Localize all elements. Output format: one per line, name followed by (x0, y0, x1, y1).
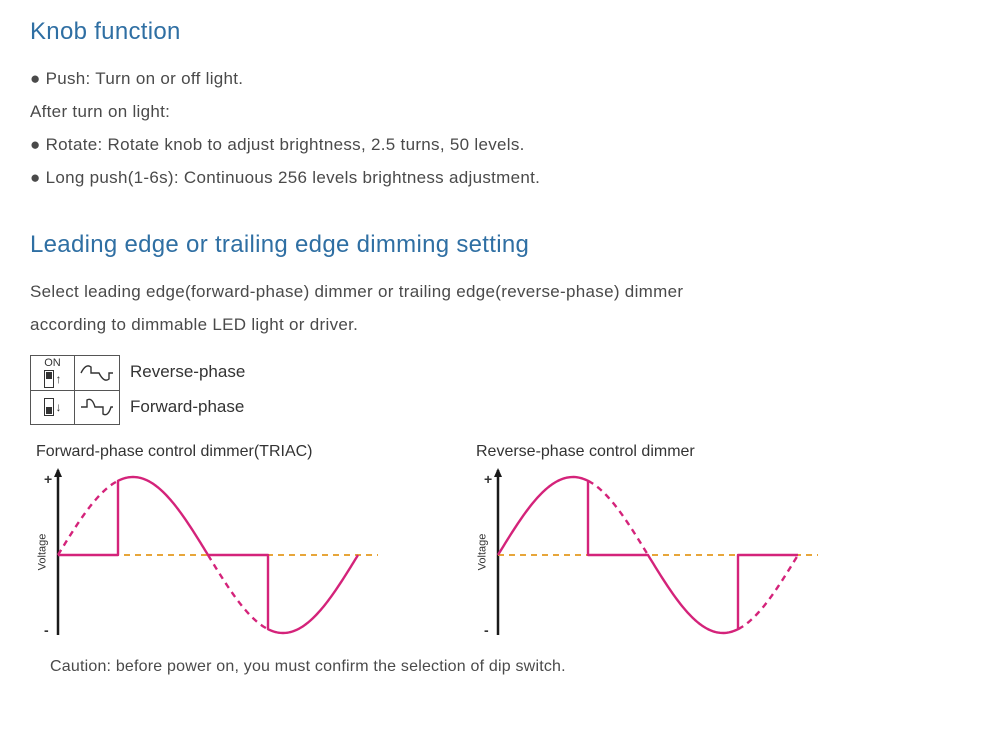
waveform-charts: Forward-phase control dimmer(TRIAC) + - … (30, 443, 970, 640)
dimming-intro-2: according to dimmable LED light or drive… (30, 308, 970, 341)
reverse-y-label: Voltage (476, 534, 488, 571)
forward-minus-label: - (44, 622, 49, 638)
page: Knob function ● Push: Turn on or off lig… (0, 0, 1000, 737)
forward-y-label: Voltage (36, 534, 48, 571)
forward-phase-waveform (30, 465, 400, 640)
forward-plus-label: + (44, 471, 52, 487)
dip-switch-down: ↓ (44, 398, 62, 416)
knob-function-heading: Knob function (30, 18, 970, 46)
knob-line-1: ● Push: Turn on or off light. (30, 62, 970, 95)
dip-on-label: ON (44, 358, 61, 369)
dip-label-reverse: Reverse-phase (120, 362, 251, 382)
dip-switch-table: ON ↑ ↓ (30, 341, 970, 425)
knob-line-2: After turn on light: (30, 95, 970, 128)
dip-switch-up: ↑ (44, 370, 62, 388)
arrow-down-icon: ↓ (56, 401, 62, 413)
dip-row-forward: ↓ (31, 390, 119, 424)
reverse-chart-body: + - Voltage (470, 465, 840, 640)
forward-phase-chart: Forward-phase control dimmer(TRIAC) + - … (30, 443, 400, 640)
dimming-intro-1: Select leading edge(forward-phase) dimme… (30, 275, 970, 308)
forward-chart-body: + - Voltage (30, 465, 400, 640)
trailing-edge-mini-icon (79, 362, 115, 384)
reverse-phase-chart: Reverse-phase control dimmer + - Voltage (470, 443, 840, 640)
caution-text: Caution: before power on, you must confi… (30, 658, 970, 676)
dip-switch-down-cell: ↓ (31, 391, 75, 424)
dimming-setting-heading: Leading edge or trailing edge dimming se… (30, 231, 970, 259)
dip-wave-forward-cell (75, 391, 119, 424)
dip-label-forward: Forward-phase (120, 397, 251, 417)
knob-line-4: ● Long push(1-6s): Continuous 256 levels… (30, 161, 970, 194)
dip-switch-icon (44, 370, 54, 388)
dip-labels-column: Reverse-phase Forward-phase (120, 341, 251, 425)
forward-chart-title: Forward-phase control dimmer(TRIAC) (30, 443, 400, 461)
leading-edge-mini-icon (79, 396, 115, 418)
knob-line-3: ● Rotate: Rotate knob to adjust brightne… (30, 128, 970, 161)
reverse-plus-label: + (484, 471, 492, 487)
dip-switch-up-cell: ON ↑ (31, 356, 75, 390)
dip-row-reverse: ON ↑ (31, 356, 119, 390)
arrow-up-icon: ↑ (56, 373, 62, 385)
dip-wave-reverse-cell (75, 356, 119, 390)
reverse-phase-waveform (470, 465, 840, 640)
reverse-minus-label: - (484, 622, 489, 638)
dip-switch-grid: ON ↑ ↓ (30, 355, 120, 425)
dip-switch-icon (44, 398, 54, 416)
reverse-chart-title: Reverse-phase control dimmer (470, 443, 840, 461)
